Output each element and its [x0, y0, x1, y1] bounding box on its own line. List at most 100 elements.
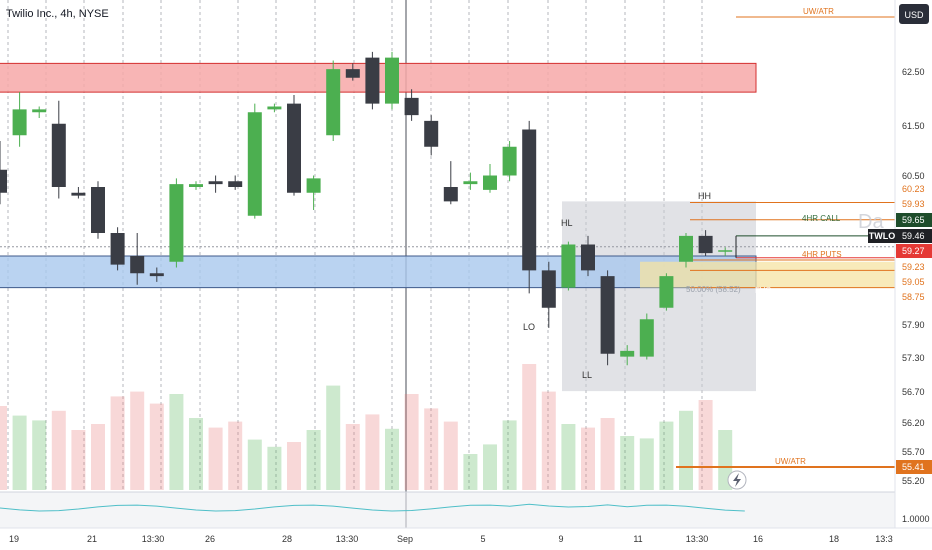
candle-up[interactable] — [639, 319, 654, 357]
candle-down[interactable] — [365, 57, 380, 104]
candle-down[interactable] — [208, 181, 223, 185]
price-badge-text: 59.93 — [902, 199, 925, 209]
volume-bar — [443, 421, 458, 490]
currency-button[interactable]: USD — [899, 4, 929, 24]
volume-bar — [345, 424, 360, 490]
candle-up[interactable] — [659, 276, 674, 308]
time-tick-label: 13:3 — [875, 534, 893, 544]
price-badge-text: 58.75 — [902, 292, 925, 302]
candle-up[interactable] — [561, 244, 576, 288]
volume-bar — [404, 394, 419, 490]
candle-down[interactable] — [541, 270, 556, 308]
time-axis-ticks: 19 21 13:30 26 28 13:30 Sep 5 9 11 13:30 16 18 13:3 — [9, 534, 893, 544]
price-badge — [896, 244, 932, 258]
volume-bar — [600, 418, 615, 490]
indicator-background — [0, 492, 895, 528]
volume-bar — [718, 430, 733, 490]
candle-down[interactable] — [443, 187, 458, 202]
candle-up[interactable] — [247, 112, 262, 216]
price-tick-label: 61.50 — [902, 121, 925, 131]
time-axis-background — [0, 528, 932, 550]
uw-atr-top-label: UW/ATR — [803, 7, 834, 16]
price-tick-label: 56.70 — [902, 387, 925, 397]
price-badge — [896, 197, 932, 211]
candle-up[interactable] — [189, 184, 203, 187]
price-badge-text: 59.46 — [902, 231, 925, 241]
volume-bar — [208, 427, 223, 490]
candle-down[interactable] — [581, 244, 595, 271]
volume-bar — [91, 424, 105, 490]
fvg-zone[interactable] — [640, 261, 895, 288]
volume-bar — [581, 427, 595, 490]
candle-down[interactable] — [130, 256, 145, 274]
candle-down[interactable] — [51, 123, 66, 187]
volume-bar — [679, 410, 693, 490]
candle-down[interactable] — [698, 235, 713, 254]
volume-bar — [189, 418, 203, 490]
candle-down[interactable] — [0, 169, 7, 193]
volume-bar — [149, 403, 164, 490]
time-tick-label: 28 — [282, 534, 292, 544]
candle-up[interactable] — [12, 109, 27, 136]
time-tick-label: 5 — [480, 534, 485, 544]
candle-up[interactable] — [620, 350, 635, 357]
candle-up[interactable] — [306, 178, 321, 193]
candle-down[interactable] — [424, 120, 439, 147]
candles-layer — [0, 51, 733, 366]
support-zone[interactable] — [0, 255, 757, 289]
price-tick-label: 57.30 — [902, 353, 925, 363]
volume-bar — [326, 385, 341, 490]
volume-bar — [306, 430, 321, 490]
candle-up[interactable] — [502, 146, 517, 176]
indicator-pane — [0, 491, 932, 528]
price-badge — [896, 460, 932, 474]
price-badge — [896, 213, 932, 227]
price-badge-text: 55.41 — [902, 462, 925, 472]
volume-bar — [267, 446, 282, 490]
time-axis[interactable]: 19 21 13:30 26 28 13:30 Sep 5 9 11 13:30 16 18 13:3 — [0, 527, 932, 550]
candle-down[interactable] — [404, 97, 419, 116]
price-badge — [896, 182, 932, 196]
candle-up[interactable] — [483, 175, 497, 190]
volume-bar — [502, 420, 517, 490]
time-tick-label: 19 — [9, 534, 19, 544]
candle-down[interactable] — [287, 103, 301, 193]
fib-label: 50.00% (58.52) — [686, 285, 741, 294]
lightning-icon[interactable] — [727, 470, 747, 490]
candle-up[interactable] — [718, 250, 733, 252]
currency-button-label: USD — [904, 10, 924, 20]
price-tick-label: 55.70 — [902, 447, 925, 457]
volume-bar — [541, 391, 556, 490]
price-badges: 60.23 59.93 59.65 59.46 59.27 59.23 59.05 58.75… — [896, 182, 932, 474]
candle-down[interactable] — [91, 187, 105, 233]
candle-up[interactable] — [267, 106, 282, 110]
candle-down[interactable] — [345, 69, 360, 78]
price-badge-text: 60.23 — [902, 184, 925, 194]
candle-up[interactable] — [679, 235, 693, 262]
candle-up[interactable] — [169, 184, 184, 262]
candle-up[interactable] — [326, 69, 341, 136]
candle-down[interactable] — [110, 233, 125, 265]
candle-up[interactable] — [32, 109, 47, 113]
price-axis[interactable]: 62.50 61.50 60.50 57.90 57.30 56.70 56.20 55.70… — [894, 0, 932, 550]
candle-up[interactable] — [463, 181, 478, 185]
lo-label: LO — [523, 322, 535, 332]
candle-down[interactable] — [149, 273, 164, 277]
volume-bar — [130, 391, 145, 490]
volume-bar — [71, 430, 86, 490]
candle-down[interactable] — [522, 129, 537, 271]
watermark-text: Da — [858, 211, 884, 233]
candle-down[interactable] — [71, 192, 86, 196]
time-tick-label: 21 — [87, 534, 97, 544]
volume-bar — [463, 454, 478, 490]
price-badge — [896, 229, 932, 243]
candle-down[interactable] — [228, 181, 243, 187]
candle-up[interactable] — [385, 57, 399, 104]
hh-label: HH — [698, 191, 711, 201]
volume-bar — [659, 421, 674, 490]
price-badge — [896, 290, 932, 304]
range-box-zone — [562, 201, 756, 392]
ll-label: LL — [582, 370, 592, 380]
candle-down[interactable] — [600, 276, 615, 354]
